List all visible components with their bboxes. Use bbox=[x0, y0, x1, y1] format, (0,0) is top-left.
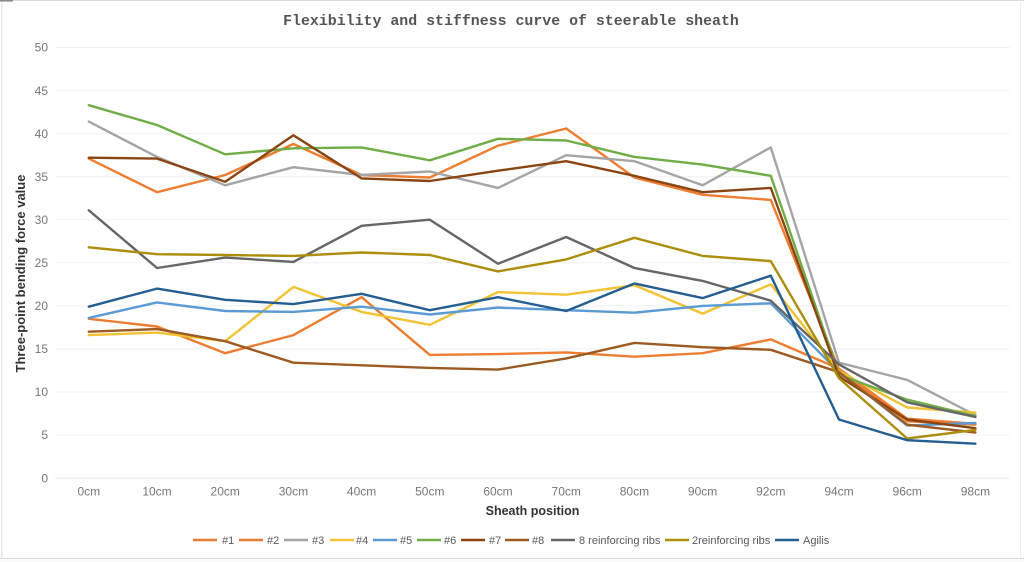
svg-text:Three-point bending force valu: Three-point bending force value bbox=[13, 175, 28, 373]
svg-text:92cm: 92cm bbox=[756, 485, 785, 499]
svg-text:Flexibility and stiffness curv: Flexibility and stiffness curve of steer… bbox=[283, 14, 739, 30]
svg-text:#6: #6 bbox=[444, 535, 456, 547]
svg-text:60cm: 60cm bbox=[483, 485, 512, 499]
svg-text:40: 40 bbox=[35, 127, 49, 141]
svg-text:20: 20 bbox=[35, 299, 49, 313]
svg-text:Sheath position: Sheath position bbox=[486, 504, 580, 518]
svg-text:#5: #5 bbox=[400, 535, 412, 547]
svg-text:25: 25 bbox=[35, 256, 49, 270]
svg-text:#7: #7 bbox=[489, 535, 501, 547]
svg-text:15: 15 bbox=[35, 342, 49, 356]
svg-text:#4: #4 bbox=[356, 535, 368, 547]
svg-text:10cm: 10cm bbox=[142, 485, 171, 499]
svg-text:5: 5 bbox=[41, 428, 48, 442]
svg-text:40cm: 40cm bbox=[347, 485, 376, 499]
svg-text:Agilis: Agilis bbox=[803, 535, 830, 547]
svg-text:2reinforcing ribs: 2reinforcing ribs bbox=[692, 535, 771, 547]
svg-text:70cm: 70cm bbox=[552, 485, 581, 499]
svg-text:0cm: 0cm bbox=[77, 485, 100, 499]
svg-text:20cm: 20cm bbox=[211, 485, 240, 499]
svg-text:35: 35 bbox=[35, 170, 49, 184]
svg-text:#8: #8 bbox=[532, 535, 544, 547]
svg-text:30: 30 bbox=[35, 213, 49, 227]
svg-text:10: 10 bbox=[35, 385, 49, 399]
svg-text:90cm: 90cm bbox=[688, 485, 717, 499]
svg-text:30cm: 30cm bbox=[279, 485, 308, 499]
svg-text:#3: #3 bbox=[312, 535, 324, 547]
svg-text:98cm: 98cm bbox=[961, 485, 990, 499]
svg-text:#2: #2 bbox=[267, 535, 279, 547]
svg-text:80cm: 80cm bbox=[620, 485, 649, 499]
svg-text:50: 50 bbox=[35, 41, 49, 55]
svg-text:50cm: 50cm bbox=[415, 485, 444, 499]
svg-text:94cm: 94cm bbox=[824, 485, 853, 499]
svg-text:0: 0 bbox=[41, 471, 48, 485]
svg-text:45: 45 bbox=[35, 84, 49, 98]
svg-text:96cm: 96cm bbox=[893, 485, 922, 499]
svg-text:8 reinforcing ribs: 8 reinforcing ribs bbox=[579, 535, 661, 547]
svg-text:#1: #1 bbox=[222, 535, 234, 547]
